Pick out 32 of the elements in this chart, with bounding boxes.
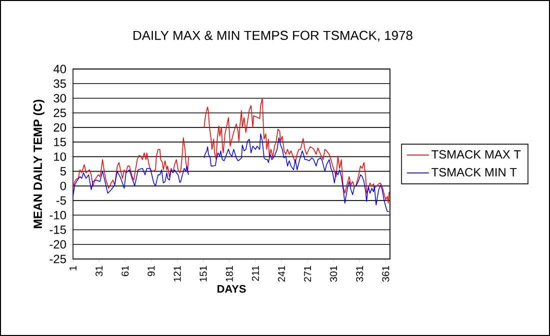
x-tick-label: 61 <box>122 266 129 276</box>
y-axis-title: MEAN DAILY TEMP (C) <box>33 100 44 228</box>
x-tick-label: 181 <box>226 266 233 282</box>
x-tick-label: 91 <box>148 266 155 276</box>
chart-title: DAILY MAX & MIN TEMPS FOR TSMACK, 1978 <box>134 30 412 42</box>
y-tick-label: 40 <box>53 64 66 74</box>
y-tick-label: 20 <box>54 123 66 132</box>
y-tick-label: -15 <box>50 226 66 234</box>
x-tick-label: 241 <box>278 266 285 282</box>
x-axis-title: DAYS <box>218 284 246 293</box>
x-tick-label: 1 <box>70 266 76 270</box>
legend-label: TSMACK MAX T <box>432 150 521 159</box>
y-tick-label: 30 <box>54 94 66 102</box>
x-tick-label: 121 <box>174 266 181 282</box>
y-tick-label: -20 <box>50 240 66 249</box>
x-tick-label: 151 <box>200 266 207 282</box>
y-tick-label: 0 <box>60 182 66 190</box>
x-tick-label: 301 <box>330 266 338 282</box>
x-tick-label: 331 <box>356 266 364 282</box>
y-tick-label: 25 <box>54 108 66 118</box>
y-tick-label: 5 <box>60 167 66 176</box>
x-tick-label: 361 <box>382 266 390 282</box>
x-tick-label: 31 <box>96 266 103 276</box>
y-tick-label: 35 <box>54 79 66 88</box>
x-tick-label: 271 <box>304 266 311 282</box>
y-tick-label: -10 <box>50 210 66 220</box>
y-tick-label: -5 <box>56 196 66 205</box>
y-tick-label: -25 <box>50 254 66 264</box>
legend-label: TSMACK MIN T <box>432 168 517 176</box>
y-tick-label: 10 <box>54 152 66 161</box>
y-tick-label: 15 <box>54 138 66 146</box>
x-tick-label: 211 <box>252 266 259 281</box>
